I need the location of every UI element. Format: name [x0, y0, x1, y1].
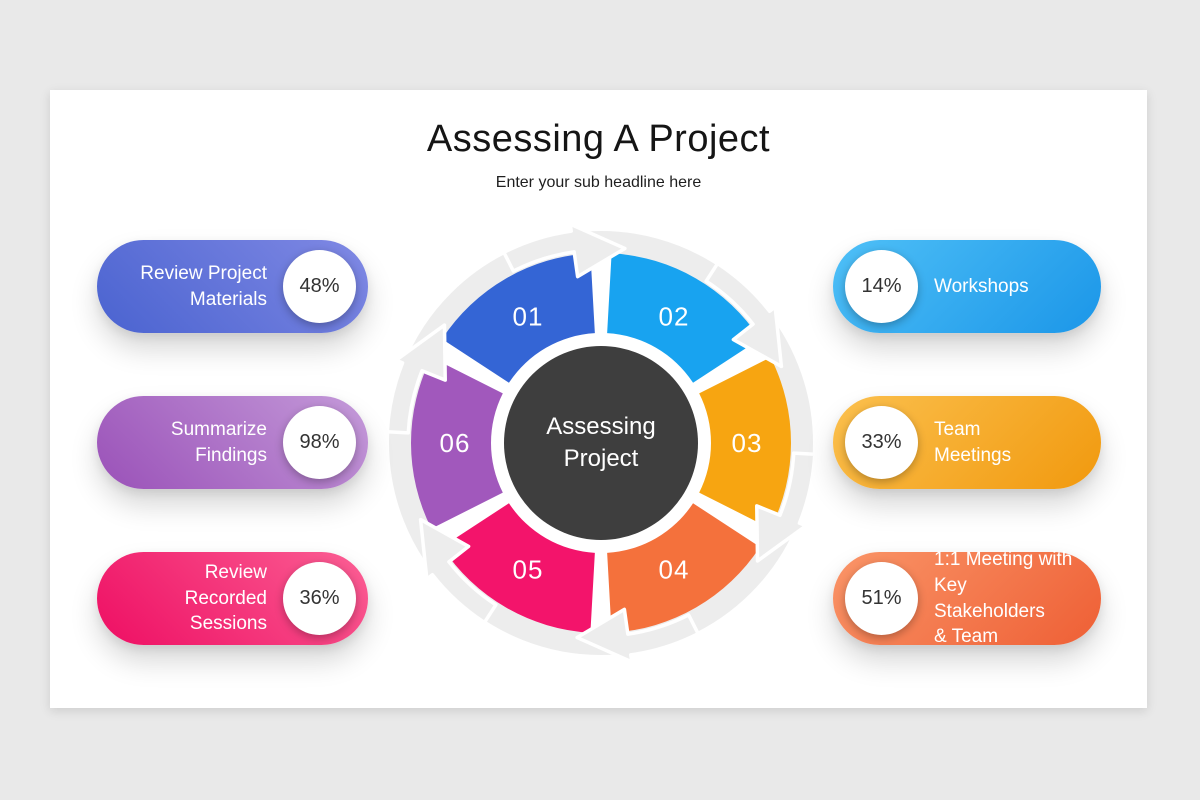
callout-label: Team Meetings: [934, 418, 1012, 466]
callout-team-meetings: 33% Team Meetings: [833, 396, 1101, 489]
segment-number-01: 01: [513, 302, 544, 332]
slide-subtitle: Enter your sub headline here: [495, 174, 702, 191]
flow-arrow-icon: [575, 607, 700, 664]
callout-percent: 51%: [861, 587, 902, 609]
callout-review-recorded-sessions: Review Recorded Sessions 36%: [97, 552, 368, 645]
callout-percent: 33%: [861, 431, 902, 453]
segment-number-04: 04: [659, 554, 690, 584]
callout-percent-badge: 14%: [845, 250, 918, 323]
callout-label: Review Project Materials: [140, 262, 267, 310]
callout-percent: 36%: [299, 587, 340, 609]
process-wheel-svg: 01 02 03 04 05 06: [385, 222, 817, 664]
segment-number-03: 03: [732, 428, 763, 458]
callout-percent-badge: 33%: [845, 406, 918, 479]
callout-percent-badge: 48%: [283, 250, 356, 323]
wheel-segment-02: [607, 253, 760, 383]
callout-percent: 48%: [299, 275, 340, 297]
wheel-segment-03: [699, 357, 792, 529]
wheel-segment-04: [607, 503, 760, 633]
callout-percent-badge: 36%: [283, 562, 356, 635]
wheel-segment-06: [410, 357, 503, 529]
callout-label: Summarize Findings: [170, 418, 267, 466]
wheel-center-circle: [504, 346, 698, 540]
flow-arrow-icon: [704, 261, 784, 369]
callout-review-project-materials: Review Project Materials 48%: [97, 240, 368, 333]
flow-arrow-icon: [418, 517, 498, 625]
flow-arrow-icon: [502, 222, 627, 279]
callout-percent-badge: 98%: [283, 406, 356, 479]
callout-percent: 98%: [299, 431, 340, 453]
flow-arrow-icon: [385, 323, 447, 435]
segment-number-02: 02: [659, 302, 690, 332]
callout-label: Workshops: [934, 275, 1029, 297]
callout-1-1-meeting: 51% 1:1 Meeting with Key Stakeholders & …: [833, 549, 1101, 647]
segment-number-05: 05: [513, 554, 544, 584]
callout-percent: 14%: [861, 275, 902, 297]
process-wheel: 01 02 03 04 05 06 Assessing Project: [381, 222, 821, 664]
callout-summarize-findings: Summarize Findings 98%: [97, 396, 368, 489]
segment-number-06: 06: [440, 428, 471, 458]
callout-percent-badge: 51%: [845, 562, 918, 635]
slide-card: Assessing A Project Enter your sub headl…: [50, 90, 1147, 708]
wheel-segment-01: [442, 253, 595, 383]
callout-workshops: 14% Workshops: [833, 240, 1101, 333]
callout-label: 1:1 Meeting with Key Stakeholders & Team: [934, 549, 1073, 648]
callout-label: Review Recorded Sessions: [184, 562, 267, 635]
flow-arrow-icon: [755, 451, 817, 563]
slide-title: Assessing A Project: [426, 118, 771, 160]
wheel-segment-05: [442, 503, 595, 633]
